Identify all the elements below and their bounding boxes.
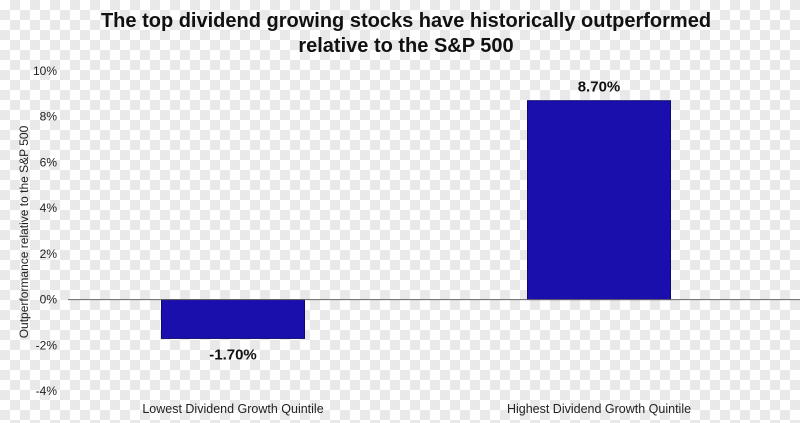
y-tick-label: 8%: [40, 110, 58, 124]
data-label-1: -1.70%: [209, 346, 257, 363]
bars: -1.70% 8.70%: [161, 79, 671, 363]
y-axis-ticks: 10% 8% 6% 4% 2% 0% -2% -4%: [33, 64, 57, 398]
chart-title-line-1: The top dividend growing stocks have his…: [101, 10, 711, 32]
bar-1: [161, 299, 305, 339]
y-tick-label: -4%: [36, 384, 58, 398]
y-tick-label: 10%: [33, 64, 57, 78]
y-tick-label: -2%: [36, 338, 58, 352]
x-category-label-2: Highest Dividend Growth Quintile: [507, 402, 691, 416]
y-tick-label: 4%: [40, 201, 58, 215]
chart-title-line-2: relative to the S&P 500: [298, 35, 513, 57]
x-axis-categories: Lowest Dividend Growth Quintile Highest D…: [142, 402, 691, 416]
y-tick-label: 0%: [40, 293, 58, 307]
bar-2: [527, 100, 671, 301]
x-category-label-1: Lowest Dividend Growth Quintile: [142, 402, 323, 416]
y-tick-label: 2%: [40, 247, 58, 261]
y-axis-label: Outperformance relative to the S&P 500: [17, 125, 31, 338]
data-label-2: 8.70%: [578, 79, 621, 96]
y-tick-label: 6%: [40, 155, 58, 169]
